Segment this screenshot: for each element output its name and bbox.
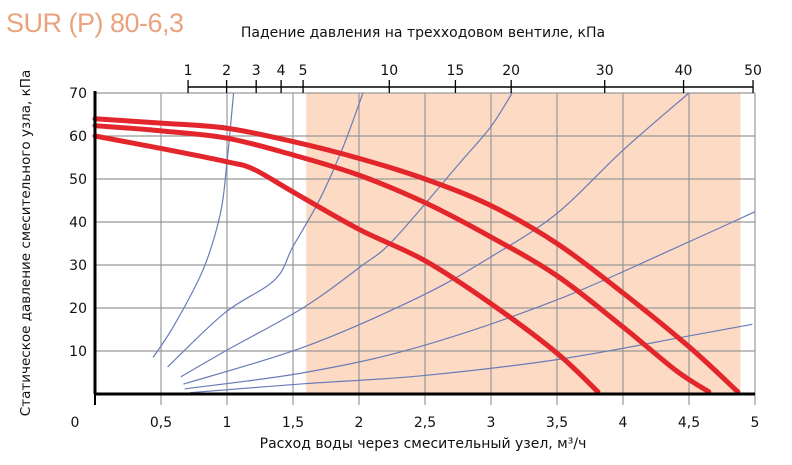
y-tick-label: 50: [69, 172, 87, 188]
x-tick-label: 0,5: [150, 415, 172, 431]
y-tick-label: 70: [69, 86, 87, 102]
x-tick-label: 0: [71, 415, 80, 431]
y-tick-label: 30: [69, 258, 87, 274]
top-tick-label: 5: [299, 63, 308, 79]
x-tick-label: 3: [487, 415, 496, 431]
system-curve: [189, 323, 753, 394]
top-axis-label: Падение давления на трехходовом вентиле,…: [241, 25, 605, 41]
x-tick-label: 2,5: [414, 415, 436, 431]
pump-curve: [92, 123, 712, 395]
chart-title: SUR (P) 80-6,3: [6, 8, 184, 38]
x-tick-label: 5: [751, 415, 760, 431]
top-tick-label: 1: [184, 63, 193, 79]
system-curve: [184, 211, 756, 390]
x-tick-label: 4: [619, 415, 628, 431]
x-tick-label: 4,5: [678, 415, 700, 431]
system-curve: [180, 92, 513, 378]
system-curve: [183, 92, 690, 385]
y-tick-label: 40: [69, 215, 87, 231]
top-tick-label: 15: [447, 63, 465, 79]
pump-curve: [92, 133, 601, 395]
system-curve: [152, 92, 235, 358]
y-tick-label: 10: [69, 344, 87, 360]
y-tick-label: 20: [69, 301, 87, 317]
x-tick-label: 1,5: [282, 415, 304, 431]
top-tick-label: 20: [502, 63, 520, 79]
y-axis-label: Статическое давление смесительного узла,…: [18, 70, 34, 416]
top-tick-label: 50: [744, 63, 762, 79]
top-tick-label: 4: [277, 63, 286, 79]
top-tick-label: 2: [222, 63, 231, 79]
top-tick-label: 10: [380, 63, 398, 79]
top-tick-label: 40: [675, 63, 693, 79]
top-tick-label: 30: [596, 63, 614, 79]
system-curve: [167, 92, 364, 368]
x-tick-label: 3,5: [546, 415, 568, 431]
x-axis-label: Расход воды через смесительный узел, м³/…: [260, 436, 587, 452]
y-tick-label: 60: [69, 129, 87, 145]
x-tick-label: 1: [223, 415, 232, 431]
pump-curve: [92, 116, 741, 395]
shaded-range: [306, 93, 741, 394]
x-tick-label: 2: [355, 415, 364, 431]
top-tick-label: 3: [252, 63, 261, 79]
